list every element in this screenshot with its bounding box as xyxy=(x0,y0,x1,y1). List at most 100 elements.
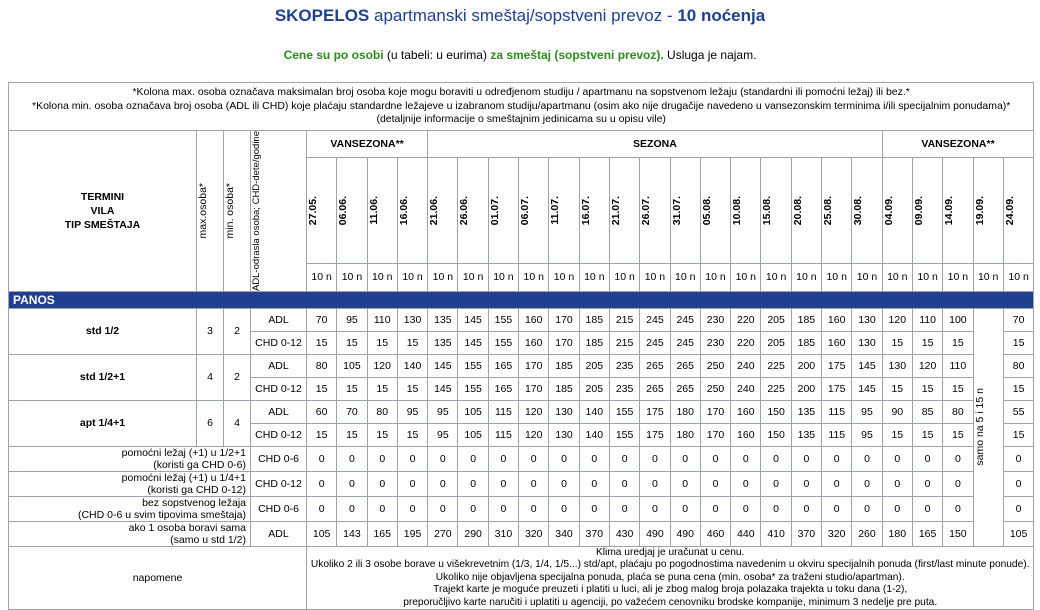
price-cell: 0 xyxy=(669,470,701,497)
date-label: 05.08. xyxy=(700,195,713,226)
price-cell: 15 xyxy=(881,376,913,401)
price-cell: 15 xyxy=(911,422,944,447)
price-cell: 160 xyxy=(821,330,853,355)
napomena-line: Trajekt karte je moguće preuzeti i plati… xyxy=(433,584,908,596)
price-cell: 15 xyxy=(1002,422,1035,447)
date-label: 15.08. xyxy=(761,195,774,226)
guest-type: CHD 0-12 xyxy=(250,422,307,447)
price-cell: 155 xyxy=(487,307,520,332)
price-cell: 120 xyxy=(518,399,550,424)
price-cell: 245 xyxy=(669,307,701,332)
price-cell: 0 xyxy=(518,470,550,497)
guest-type: CHD 0-6 xyxy=(250,495,307,522)
price-cell: 80 xyxy=(366,399,398,424)
price-cell: 15 xyxy=(366,330,398,355)
date-label: 21.07. xyxy=(609,195,622,226)
extra-label-line: (samo u std 1/2) xyxy=(170,533,246,546)
price-cell: 15 xyxy=(396,376,429,401)
date-cell: 05.08. xyxy=(699,157,732,264)
price-cell: 15 xyxy=(1002,330,1035,355)
price-cell: 0 xyxy=(911,495,944,522)
price-cell: 15 xyxy=(881,422,913,447)
date-label: 10.08. xyxy=(731,195,744,226)
date-label: 06.06. xyxy=(337,195,350,226)
price-cell: 185 xyxy=(548,376,580,401)
date-label: 19.09. xyxy=(973,195,986,226)
date-label: 06.07. xyxy=(519,195,532,226)
price-cell: 0 xyxy=(305,445,338,472)
table-row: bez sopstvenog ležaja (CHD 0-6 u svim tip… xyxy=(8,495,1035,522)
nights-cell: 10 n xyxy=(881,262,913,292)
price-cell: 150 xyxy=(760,399,792,424)
price-cell: 160 xyxy=(518,307,550,332)
date-cell: 04.09. xyxy=(881,157,913,264)
price-cell: 170 xyxy=(548,330,580,355)
extra-label: bez sopstvenog ležaja (CHD 0-6 u svim tip… xyxy=(8,495,251,522)
nights-cell: 10 n xyxy=(608,262,641,292)
date-cell: 11.07. xyxy=(548,157,580,264)
extra-label-line: pomoćni ležaj (+1) u 1/4+1 xyxy=(121,471,246,484)
price-cell: 110 xyxy=(911,307,944,332)
price-cell: 105 xyxy=(336,353,368,378)
price-cell: 0 xyxy=(366,445,398,472)
villa-band-row: PANOS xyxy=(7,290,1035,309)
price-cell: 205 xyxy=(760,330,792,355)
price-cell: 95 xyxy=(336,307,368,332)
price-cell: 185 xyxy=(790,330,823,355)
price-cell: 265 xyxy=(669,353,701,378)
price-cell: 110 xyxy=(942,353,974,378)
date-cell: 15.08. xyxy=(760,157,792,264)
price-cell: 85 xyxy=(911,399,944,424)
header-min-osoba: min. osoba* xyxy=(223,129,251,292)
date-cell: 26.06. xyxy=(457,157,489,264)
price-cell: 235 xyxy=(608,353,641,378)
extra-label: pomoćni ležaj (+1) u 1/2+1 (koristi ga CH… xyxy=(8,445,251,472)
price-cell: 0 xyxy=(305,470,338,497)
price-cell: 185 xyxy=(578,307,610,332)
price-cell: 0 xyxy=(548,495,580,522)
price-cell: 0 xyxy=(518,495,550,522)
price-cell: 15 xyxy=(396,422,429,447)
vertical-note: samo na 5 i 15 n xyxy=(973,388,986,466)
price-cell: 0 xyxy=(608,470,641,497)
nights-cell: 10 n xyxy=(639,262,671,292)
price-cell: 0 xyxy=(366,495,398,522)
date-label: 11.06. xyxy=(367,196,380,225)
price-cell: 0 xyxy=(578,445,610,472)
date-cell: 24.09. xyxy=(1002,157,1035,264)
price-cell: 0 xyxy=(487,470,520,497)
price-cell: 120 xyxy=(518,422,550,447)
date-cell: 27.05. xyxy=(305,157,338,264)
date-label: 11.07. xyxy=(549,196,562,225)
price-cell: 130 xyxy=(881,353,913,378)
price-cell: 0 xyxy=(427,495,459,522)
price-cell: 240 xyxy=(730,353,762,378)
max-persons: 4 xyxy=(196,353,224,401)
nights-cell: 10 n xyxy=(911,262,944,292)
price-cell: 160 xyxy=(730,422,762,447)
price-cell: 0 xyxy=(699,445,732,472)
price-cell: 135 xyxy=(790,399,823,424)
nights-cell: 10 n xyxy=(851,262,883,292)
napomena-line: Klima uredjaj je uračunat u cenu. xyxy=(596,546,745,558)
price-cell: 0 xyxy=(821,495,853,522)
napomene-text: Klima uredjaj je uračunat u cenu. Ukoliko… xyxy=(305,545,1035,610)
date-label: 26.06. xyxy=(458,195,471,226)
price-cell: 0 xyxy=(639,495,671,522)
price-cell: 0 xyxy=(699,495,732,522)
price-cell: 90 xyxy=(881,399,913,424)
price-cell: 250 xyxy=(699,353,732,378)
price-cell: 0 xyxy=(699,470,732,497)
price-cell: 265 xyxy=(639,353,671,378)
price-cell: 60 xyxy=(305,399,338,424)
price-cell: 95 xyxy=(396,399,429,424)
price-cell: 0 xyxy=(851,445,883,472)
price-cell: 0 xyxy=(669,495,701,522)
date-cell: 16.06. xyxy=(396,157,429,264)
extra-label-line: (CHD 0-6 u svim tipovima smeštaja) xyxy=(77,508,246,521)
price-cell: 170 xyxy=(518,353,550,378)
price-cell: 15 xyxy=(336,376,368,401)
price-cell: 220 xyxy=(730,307,762,332)
price-cell: 245 xyxy=(639,307,671,332)
price-cell: 265 xyxy=(639,376,671,401)
